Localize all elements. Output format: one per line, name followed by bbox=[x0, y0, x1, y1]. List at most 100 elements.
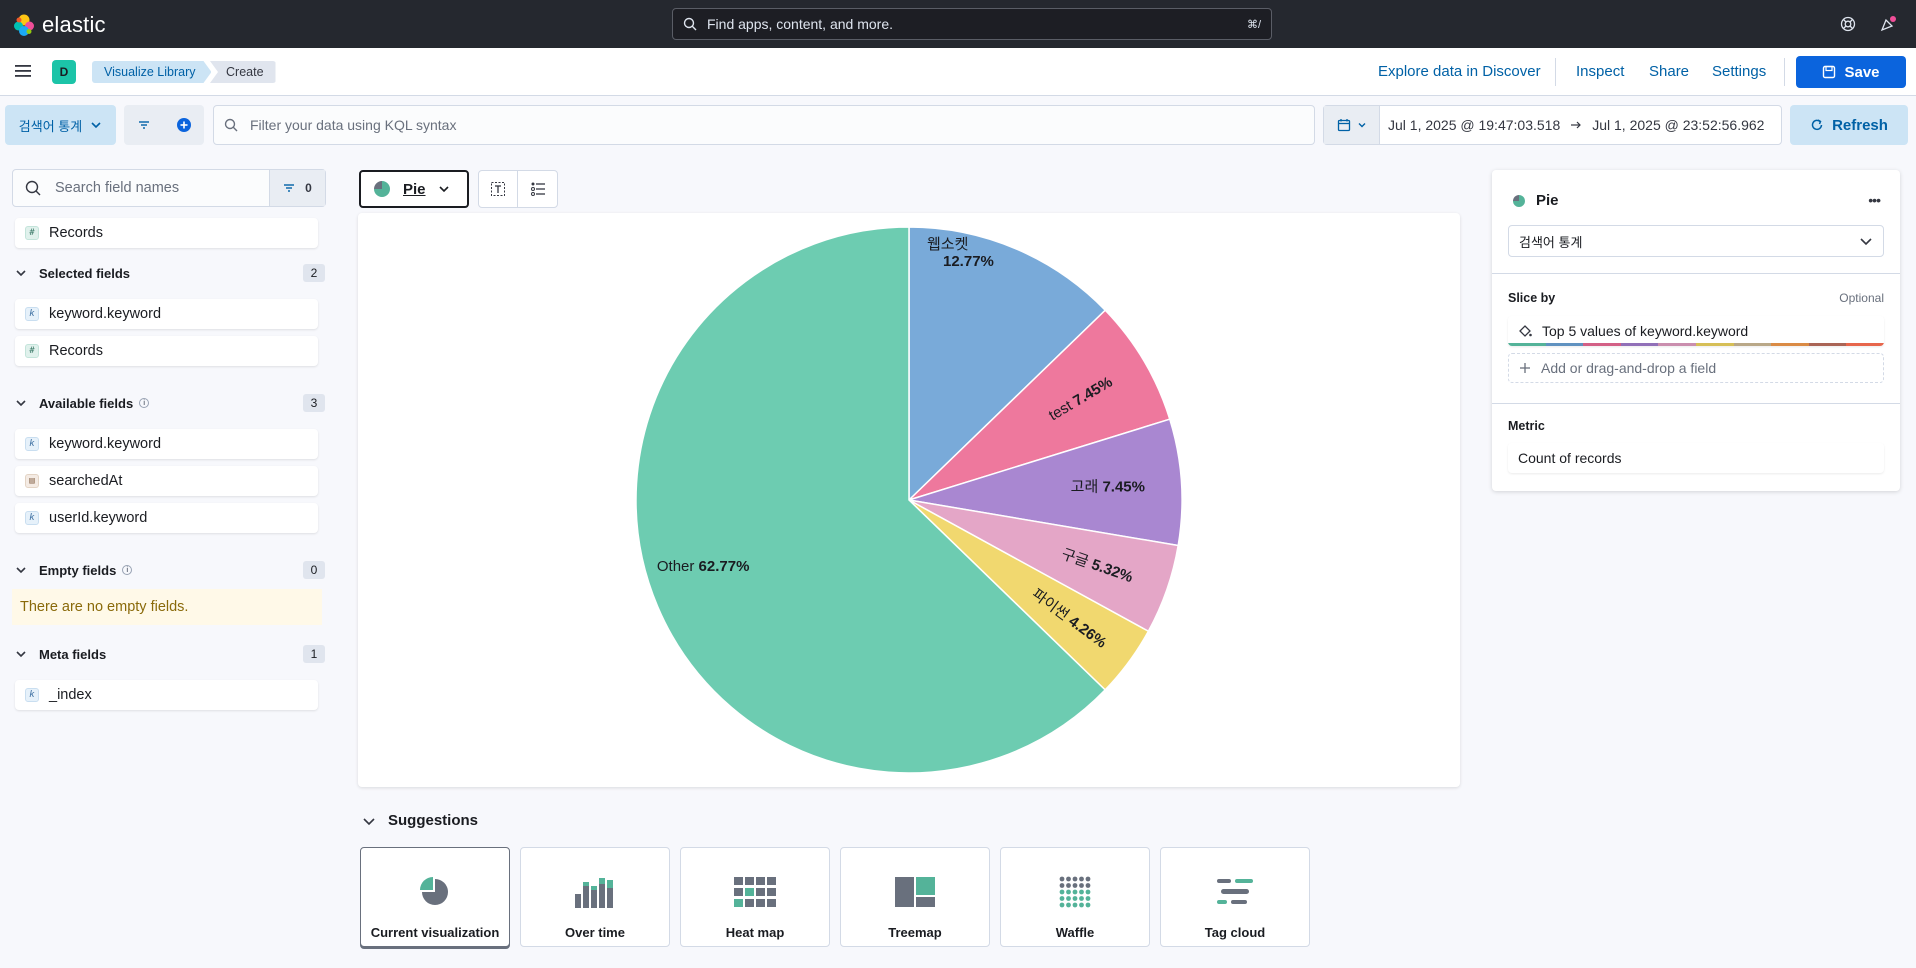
save-button[interactable]: Save bbox=[1796, 56, 1906, 88]
menu-icon[interactable] bbox=[14, 62, 32, 80]
suggestion-current-visualization[interactable]: Current visualization bbox=[360, 847, 510, 947]
start-date[interactable]: Jul 1, 2025 @ 19:47:03.518 bbox=[1388, 117, 1561, 133]
help-icon[interactable] bbox=[1837, 13, 1859, 35]
number-field-icon: # bbox=[25, 226, 39, 240]
pie-slice[interactable] bbox=[908, 418, 1183, 547]
suggestion-label: Treemap bbox=[888, 925, 942, 940]
elastic-logo-icon bbox=[14, 14, 34, 36]
suggestion-label: Waffle bbox=[1055, 925, 1095, 940]
info-icon[interactable]: i bbox=[139, 398, 150, 408]
add-field-label: Add or drag-and-drop a field bbox=[1541, 360, 1717, 376]
metric-dimension[interactable]: Count of records bbox=[1508, 443, 1884, 473]
data-view-label: 검색어 통계 bbox=[18, 118, 83, 134]
refresh-label: Refresh bbox=[1832, 116, 1888, 134]
count-badge: 1 bbox=[303, 645, 325, 663]
slice-by-dimension[interactable]: Top 5 values of keyword.keyword bbox=[1508, 316, 1884, 346]
chart-options-group bbox=[478, 170, 558, 208]
pie-slice[interactable] bbox=[635, 226, 1107, 774]
selected-fields-toggle[interactable]: Selected fields 2 bbox=[15, 262, 325, 284]
slice-percent: 62.77% bbox=[699, 558, 750, 575]
logo-text: elastic bbox=[42, 12, 106, 37]
available-fields-toggle[interactable]: Available fields i 3 bbox=[15, 392, 325, 414]
breadcrumb-visualize-library[interactable]: Visualize Library bbox=[92, 61, 211, 83]
suggestion-label: Over time bbox=[565, 925, 625, 940]
layer-data-view-select[interactable]: 검색어 통계 bbox=[1508, 225, 1884, 257]
section-title: Available fields bbox=[39, 395, 134, 411]
share-link[interactable]: Share bbox=[1649, 63, 1690, 80]
meta-fields-toggle[interactable]: Meta fields 1 bbox=[15, 643, 325, 665]
field-name: Records bbox=[49, 225, 103, 241]
inspect-link[interactable]: Inspect bbox=[1576, 63, 1625, 80]
global-search-input[interactable]: Find apps, content, and more. ⌘/ bbox=[672, 8, 1272, 40]
chevron-down-icon bbox=[91, 122, 101, 129]
kql-query-input[interactable]: Filter your data using KQL syntax bbox=[213, 105, 1315, 145]
chevron-down-icon bbox=[438, 186, 449, 193]
keyword-field-icon: k bbox=[25, 688, 39, 702]
nav-divider bbox=[1555, 58, 1556, 86]
news-feed-icon[interactable] bbox=[1877, 13, 1899, 35]
pie-chart-icon bbox=[374, 181, 390, 197]
color-palette-strip bbox=[1508, 343, 1884, 346]
plus-circle-icon bbox=[177, 118, 191, 132]
section-title: Empty fields bbox=[39, 562, 117, 578]
global-search-placeholder: Find apps, content, and more. bbox=[707, 16, 893, 32]
breadcrumb-create: Create bbox=[210, 61, 276, 83]
suggestion-heat-map[interactable]: Heat map bbox=[680, 847, 830, 947]
add-filter-button[interactable] bbox=[164, 105, 204, 145]
bar-chart-icon bbox=[575, 867, 615, 917]
search-icon bbox=[683, 17, 697, 31]
pie-slice[interactable] bbox=[908, 309, 1171, 501]
slice-label: 웹소켓 12.77% bbox=[927, 236, 994, 270]
keyboard-shortcut: ⌘/ bbox=[1246, 18, 1261, 31]
refresh-button[interactable]: Refresh bbox=[1790, 105, 1908, 145]
metric-value: Count of records bbox=[1518, 450, 1622, 466]
field-item-records[interactable]: # Records bbox=[15, 336, 318, 366]
suggestions-toggle[interactable]: Suggestions bbox=[362, 812, 478, 829]
suggestion-waffle[interactable]: Waffle bbox=[1000, 847, 1150, 947]
quick-menu-button[interactable] bbox=[1324, 106, 1380, 144]
field-item-records[interactable]: # Records bbox=[15, 218, 318, 248]
save-icon bbox=[1823, 65, 1836, 79]
field-item-index[interactable]: k _index bbox=[15, 680, 318, 710]
pie-chart-icon bbox=[420, 867, 450, 917]
field-item-searchedat[interactable]: ▤ searchedAt bbox=[15, 466, 318, 496]
section-title: Selected fields bbox=[39, 265, 131, 281]
end-date[interactable]: Jul 1, 2025 @ 23:52:56.962 bbox=[1592, 117, 1765, 133]
pie-slice[interactable] bbox=[908, 226, 1107, 502]
chevron-down-icon bbox=[15, 648, 31, 660]
info-icon[interactable]: i bbox=[122, 565, 133, 575]
settings-link[interactable]: Settings bbox=[1712, 63, 1767, 80]
more-actions-icon[interactable]: ••• bbox=[1868, 192, 1881, 208]
field-item-keyword[interactable]: k keyword.keyword bbox=[15, 429, 318, 459]
labels-button[interactable] bbox=[479, 171, 518, 207]
space-avatar[interactable]: D bbox=[52, 60, 76, 84]
slice-percent: 12.77% bbox=[943, 253, 994, 270]
field-type-filter-button[interactable]: 0 bbox=[269, 170, 325, 206]
suggestion-tag-cloud[interactable]: Tag cloud bbox=[1160, 847, 1310, 947]
field-name: Records bbox=[49, 343, 103, 359]
empty-fields-toggle[interactable]: Empty fields i 0 bbox=[15, 559, 325, 581]
add-field-dropzone[interactable]: Add or drag-and-drop a field bbox=[1508, 353, 1884, 383]
data-view-picker[interactable]: 검색어 통계 bbox=[5, 105, 116, 145]
field-item-userid[interactable]: k userId.keyword bbox=[15, 503, 318, 533]
filter-icon bbox=[284, 184, 295, 192]
text-label-icon bbox=[491, 182, 505, 196]
tag-cloud-icon bbox=[1217, 867, 1253, 917]
explore-discover-link[interactable]: Explore data in Discover bbox=[1378, 63, 1541, 80]
keyword-field-icon: k bbox=[25, 511, 39, 525]
field-search-input[interactable]: Search field names 0 bbox=[12, 169, 326, 207]
chart-type-switcher[interactable]: Pie bbox=[359, 170, 469, 208]
count-badge: 3 bbox=[303, 394, 325, 412]
chevron-down-icon bbox=[1860, 238, 1872, 246]
legend-button[interactable] bbox=[518, 171, 557, 207]
suggestion-over-time[interactable]: Over time bbox=[520, 847, 670, 947]
filter-menu-button[interactable] bbox=[124, 105, 164, 145]
chart-type-label: Pie bbox=[403, 180, 426, 198]
suggestion-treemap[interactable]: Treemap bbox=[840, 847, 990, 947]
layer-title-label: Pie bbox=[1536, 192, 1559, 209]
search-icon bbox=[224, 118, 238, 132]
elastic-logo[interactable]: elastic bbox=[12, 12, 106, 38]
field-item-keyword[interactable]: k keyword.keyword bbox=[15, 299, 318, 329]
filter-actions bbox=[124, 105, 204, 145]
section-title: Meta fields bbox=[39, 646, 107, 662]
